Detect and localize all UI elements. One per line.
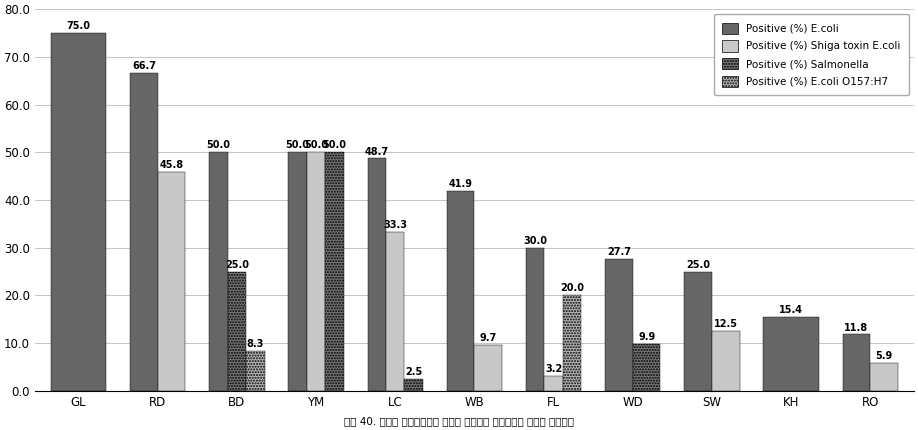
Text: 9.7: 9.7 (480, 332, 497, 343)
Text: 2.5: 2.5 (405, 367, 422, 377)
Text: 20.0: 20.0 (560, 283, 584, 293)
Bar (526, 248, 544, 391)
Text: 8.3: 8.3 (247, 339, 264, 349)
Bar (712, 331, 740, 391)
Bar (367, 159, 386, 391)
Text: 25.0: 25.0 (686, 260, 711, 270)
Text: 5.9: 5.9 (876, 351, 893, 361)
Bar (563, 295, 581, 391)
Bar (288, 152, 307, 391)
Bar (764, 317, 819, 391)
Text: 3.2: 3.2 (545, 364, 562, 374)
Bar (405, 379, 423, 391)
Text: 41.9: 41.9 (449, 179, 473, 189)
Text: 30.0: 30.0 (523, 236, 547, 246)
Text: 50.0: 50.0 (207, 140, 230, 150)
Bar (246, 351, 264, 391)
Bar (158, 172, 185, 391)
Text: 11.8: 11.8 (845, 322, 868, 332)
Text: 50.0: 50.0 (285, 140, 309, 150)
Text: 50.0: 50.0 (304, 140, 328, 150)
Bar (209, 152, 228, 391)
Bar (605, 258, 633, 391)
Bar (307, 152, 325, 391)
Text: 45.8: 45.8 (160, 160, 184, 170)
Bar (228, 271, 246, 391)
Bar (633, 344, 660, 391)
Text: 그림 40. 강원도 조사지역에서 수거된 포유동물 배설물에서 병원체 출현비율: 그림 40. 강원도 조사지역에서 수거된 포유동물 배설물에서 병원체 출현비… (344, 416, 574, 426)
Text: 25.0: 25.0 (225, 260, 249, 270)
Bar (325, 152, 344, 391)
Bar (475, 344, 502, 391)
Text: 50.0: 50.0 (322, 140, 347, 150)
Bar (447, 191, 475, 391)
Text: 48.7: 48.7 (364, 147, 389, 157)
Bar (386, 232, 405, 391)
Text: 33.3: 33.3 (383, 220, 408, 230)
Text: 27.7: 27.7 (607, 247, 631, 257)
Legend: Positive (%) E.coli, Positive (%) Shiga toxin E.coli, Positive (%) Salmonella, P: Positive (%) E.coli, Positive (%) Shiga … (713, 14, 909, 95)
Bar (684, 271, 712, 391)
Bar (544, 375, 563, 391)
Bar (843, 335, 870, 391)
Text: 15.4: 15.4 (779, 305, 803, 316)
Text: 66.7: 66.7 (132, 61, 156, 71)
Text: 12.5: 12.5 (714, 319, 738, 329)
Text: 75.0: 75.0 (67, 21, 91, 31)
Bar (130, 73, 158, 391)
Bar (870, 362, 898, 391)
Text: 9.9: 9.9 (638, 332, 655, 342)
Bar (50, 33, 106, 391)
